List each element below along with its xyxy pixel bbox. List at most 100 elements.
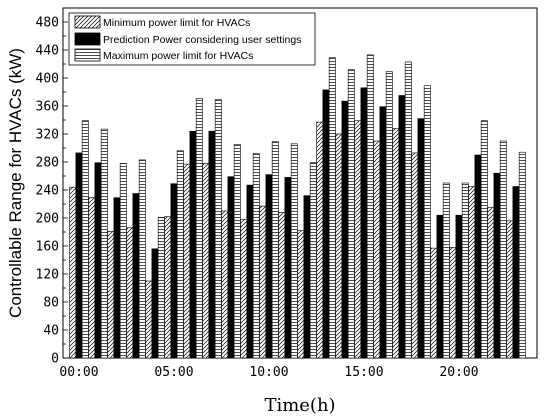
bar-min bbox=[259, 205, 267, 359]
bar-predicted bbox=[284, 177, 292, 359]
bar-min bbox=[487, 207, 495, 359]
bar-max bbox=[271, 141, 279, 359]
bar-predicted bbox=[474, 154, 482, 359]
bar-min bbox=[107, 231, 115, 359]
bar-max bbox=[252, 153, 260, 359]
bar-predicted bbox=[113, 197, 121, 359]
legend-swatch-max bbox=[74, 48, 101, 62]
legend-label-pred: Prediction Power considering user settin… bbox=[103, 34, 301, 46]
bar-predicted bbox=[493, 172, 501, 359]
bar-predicted bbox=[170, 183, 178, 359]
bar-max bbox=[366, 54, 374, 359]
bar-predicted bbox=[94, 162, 102, 359]
y-tick-label: 160 bbox=[36, 240, 59, 255]
bar-min bbox=[202, 163, 210, 359]
bar-max bbox=[423, 85, 431, 359]
x-tick-label: 00:00 bbox=[59, 365, 98, 380]
bar-predicted bbox=[189, 130, 197, 359]
y-tick-label: 200 bbox=[36, 212, 59, 227]
bar-min bbox=[221, 210, 229, 359]
bar-predicted bbox=[303, 195, 311, 359]
y-tick-label: 320 bbox=[36, 128, 59, 143]
bar-min bbox=[354, 120, 362, 359]
bar-predicted bbox=[379, 106, 387, 359]
bar-min bbox=[297, 230, 305, 359]
x-tick-label: 10:00 bbox=[249, 365, 288, 380]
bar-max bbox=[328, 57, 336, 359]
bar-predicted bbox=[398, 95, 406, 359]
legend-box bbox=[68, 12, 316, 66]
legend-swatch-pred bbox=[74, 32, 101, 46]
y-tick-label: 0 bbox=[51, 352, 59, 367]
bar-min bbox=[506, 220, 514, 359]
bar-min bbox=[449, 247, 457, 359]
bar-min bbox=[278, 212, 286, 359]
bar-min bbox=[88, 197, 96, 359]
bar-max bbox=[157, 217, 165, 359]
bar-predicted bbox=[417, 118, 425, 359]
bar-predicted bbox=[227, 176, 235, 359]
legend: Minimum power limit for HVACs Prediction… bbox=[68, 12, 316, 66]
bar-min bbox=[164, 216, 172, 359]
bar-predicted bbox=[132, 193, 140, 359]
bar-predicted bbox=[151, 248, 159, 359]
y-tick-label: 120 bbox=[36, 268, 59, 283]
bar-max bbox=[347, 69, 355, 359]
bar-max bbox=[290, 143, 298, 359]
bar-max bbox=[309, 162, 317, 359]
legend-label-min: Minimum power limit for HVACs bbox=[103, 17, 250, 29]
bar-max bbox=[233, 144, 241, 359]
bar-max bbox=[100, 128, 108, 359]
bar-max bbox=[119, 163, 127, 359]
x-tick-label: 20:00 bbox=[439, 365, 478, 380]
bar-max bbox=[176, 150, 184, 359]
bar-max bbox=[195, 98, 203, 359]
bar-min bbox=[316, 121, 324, 359]
bar-max bbox=[480, 120, 488, 359]
y-tick-label: 240 bbox=[36, 184, 59, 199]
y-tick-label: 400 bbox=[36, 72, 59, 87]
bar-predicted bbox=[455, 214, 463, 359]
bar-min bbox=[335, 133, 343, 359]
legend-label-max: Maximum power limit for HVACs bbox=[103, 50, 253, 62]
bar-predicted bbox=[360, 87, 368, 359]
bar-max bbox=[461, 182, 469, 359]
bar-predicted bbox=[75, 152, 83, 359]
y-axis-label: Controllable Range for HVACs (kW) bbox=[6, 48, 25, 318]
legend-swatch-min bbox=[74, 15, 101, 29]
bar-min bbox=[145, 280, 153, 359]
bar-min bbox=[392, 128, 400, 359]
bar-predicted bbox=[265, 174, 273, 359]
y-tick-label: 360 bbox=[36, 100, 59, 115]
bar-predicted bbox=[208, 130, 216, 359]
bar-max bbox=[518, 151, 526, 359]
bar-min bbox=[69, 186, 77, 359]
x-axis: 00:00 05:00 10:00 15:00 20:00 bbox=[59, 353, 517, 380]
bar-max bbox=[499, 140, 507, 359]
y-tick-label: 40 bbox=[43, 324, 59, 339]
bar-min bbox=[373, 140, 381, 359]
bar-max bbox=[214, 99, 222, 359]
y-tick-label: 280 bbox=[36, 156, 59, 171]
bars-group bbox=[69, 54, 526, 359]
bar-predicted bbox=[436, 214, 444, 359]
bar-max bbox=[404, 61, 412, 359]
y-axis: 0 40 80 120 160 200 240 280 320 360 400 440 480 bbox=[36, 16, 68, 367]
bar-min bbox=[411, 152, 419, 359]
bar-min bbox=[126, 227, 134, 359]
bar-min bbox=[430, 247, 438, 359]
bar-predicted bbox=[246, 184, 254, 359]
y-tick-label: 440 bbox=[36, 44, 59, 59]
bar-predicted bbox=[341, 100, 349, 359]
bar-max bbox=[442, 182, 450, 359]
bar-max bbox=[81, 120, 89, 359]
x-tick-label: 15:00 bbox=[344, 365, 383, 380]
y-tick-label: 80 bbox=[43, 296, 59, 311]
bar-min bbox=[240, 219, 248, 359]
bar-min bbox=[468, 186, 476, 359]
x-tick-label: 05:00 bbox=[154, 365, 193, 380]
bar-max bbox=[385, 71, 393, 359]
bar-predicted bbox=[512, 186, 520, 359]
x-axis-label: Time(h) bbox=[264, 395, 335, 416]
